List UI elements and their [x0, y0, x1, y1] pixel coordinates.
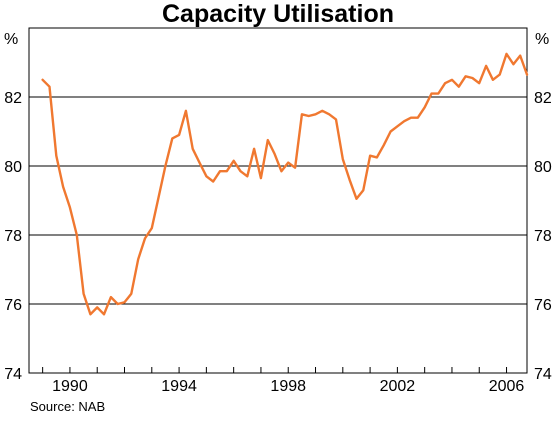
- y-tick-label-left: 78: [4, 228, 22, 245]
- left-unit-label: %: [4, 31, 18, 48]
- y-tick-label-left: 82: [4, 90, 22, 107]
- y-tick-label-left: 76: [4, 297, 22, 314]
- source-note: Source: NAB: [30, 399, 105, 414]
- x-tick-label: 2002: [380, 378, 416, 395]
- grid-lines: [29, 96, 527, 305]
- x-tick-label: 1990: [52, 378, 88, 395]
- y-tick-label-right: 74: [534, 366, 552, 383]
- x-axis-labels: 1990 1994 1998 2002 2006: [52, 378, 524, 395]
- chart-title: Capacity Utilisation: [162, 0, 394, 28]
- y-tick-label-right: 82: [534, 90, 552, 107]
- series-lines: [41, 52, 529, 316]
- x-tick-label: 1998: [270, 378, 306, 395]
- series-line-0: [41, 52, 529, 316]
- y-tick-label-left: 74: [4, 366, 22, 383]
- y-tick-label-right: 80: [534, 159, 552, 176]
- plot-area-frame: [28, 27, 528, 374]
- y-tick-label-right: 78: [534, 228, 552, 245]
- x-tick-label: 1994: [161, 378, 197, 395]
- y-axis-right: 74 76 78 80 82: [534, 90, 552, 383]
- y-tick-label-left: 80: [4, 159, 22, 176]
- right-unit-label: %: [535, 31, 549, 48]
- y-tick-label-right: 76: [534, 297, 552, 314]
- x-axis-ticks: [42, 367, 508, 373]
- x-tick-label: 2006: [489, 378, 525, 395]
- y-axis-left: 74 76 78 80 82: [4, 90, 22, 383]
